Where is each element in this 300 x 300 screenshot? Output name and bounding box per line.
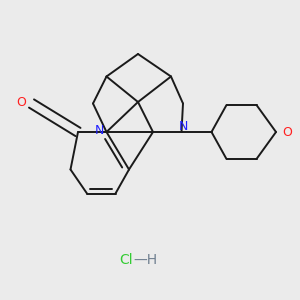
Text: N: N — [95, 124, 105, 137]
Text: —H: —H — [134, 253, 158, 266]
Text: Cl: Cl — [119, 253, 133, 266]
Text: O: O — [283, 125, 292, 139]
Text: O: O — [16, 95, 26, 109]
Text: N: N — [178, 120, 188, 133]
